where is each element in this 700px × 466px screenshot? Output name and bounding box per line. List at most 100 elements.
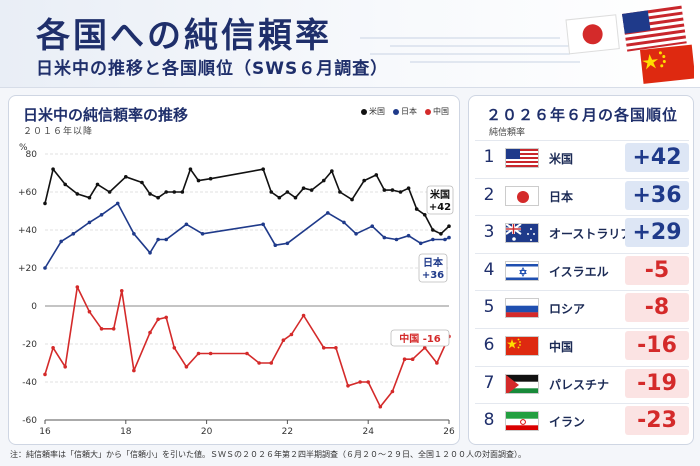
page-title: 各国への純信頼率 <box>36 16 332 56</box>
data-point-us <box>180 190 185 194</box>
data-point-japan <box>132 232 136 236</box>
data-point-china <box>366 380 371 384</box>
data-point-japan <box>115 201 120 206</box>
data-point-japan <box>431 237 435 242</box>
country-name: 中国 <box>549 340 574 354</box>
end-label-china: 中国 -16 <box>399 332 441 345</box>
end-label-us: +42 <box>429 202 451 213</box>
rank-number: 6 <box>483 335 495 355</box>
data-point-us <box>309 188 314 192</box>
data-point-japan <box>406 233 411 238</box>
data-point-us <box>43 201 47 206</box>
ranking-panel: ２０２６年６月の各国順位 純信頼率 1 米国 +42 2 日本 +36 3 オーストラリア +2… <box>468 95 694 445</box>
ranking-row: 3 オーストラリア +29 <box>475 215 689 248</box>
data-point-us <box>140 180 144 185</box>
y-tick-label: -60 <box>22 416 37 426</box>
data-point-japan <box>59 239 63 244</box>
data-point-china <box>87 309 92 314</box>
data-point-china <box>119 289 124 293</box>
series-line-japan <box>44 202 450 269</box>
data-point-us <box>208 176 213 181</box>
data-point-us <box>75 192 80 196</box>
data-point-china <box>245 351 249 356</box>
data-point-china <box>43 372 47 377</box>
end-label-japan: +36 <box>422 270 444 281</box>
data-point-us <box>156 195 160 200</box>
y-tick-label: 0 <box>31 302 37 312</box>
chart-panel: 日米中の純信頼率の推移 ２０１６年以降 米国 日本 中国 % 80 +60 +40 +2… <box>8 95 460 445</box>
data-point-us <box>269 190 274 194</box>
us-flag-icon <box>622 5 687 52</box>
end-label-china-box <box>390 329 450 347</box>
y-tick-label: 80 <box>26 150 38 160</box>
chart-subtitle: ２０１６年以降 <box>23 127 94 137</box>
data-point-us <box>414 207 419 211</box>
japan-flag-icon <box>565 14 620 55</box>
data-point-us <box>362 178 366 183</box>
x-tick-label: 20 <box>201 427 213 437</box>
x-tick-label: 22 <box>282 427 293 437</box>
data-point-japan <box>200 232 205 236</box>
data-point-us <box>338 190 342 194</box>
y-unit-label: % <box>19 143 28 153</box>
data-point-japan <box>43 266 47 270</box>
data-point-china <box>132 368 136 373</box>
chart-title: 日米中の純信頼率の推移 <box>23 106 189 124</box>
data-point-us <box>350 197 354 202</box>
x-tick-label: 16 <box>39 427 51 437</box>
decorative-lines <box>360 37 580 63</box>
data-point-us <box>124 175 128 179</box>
data-point-us <box>196 178 201 183</box>
legend-item-us: 米国 <box>361 106 385 117</box>
australia-flag-icon <box>505 223 539 244</box>
data-point-china <box>378 404 383 409</box>
data-point-japan <box>418 241 423 246</box>
y-tick-label: +40 <box>18 226 37 236</box>
data-point-us <box>172 190 177 194</box>
end-label-japan: 日本 <box>423 256 444 269</box>
net-trust-value: +42 <box>625 143 689 172</box>
rank-number: 3 <box>483 222 495 243</box>
data-point-japan <box>71 232 76 236</box>
net-trust-value: -8 <box>625 293 689 323</box>
data-point-china <box>51 346 55 350</box>
china-flag-icon <box>505 336 539 356</box>
data-point-china <box>402 357 407 362</box>
data-point-us <box>188 167 193 171</box>
data-point-us <box>51 167 55 171</box>
data-point-china <box>99 327 104 331</box>
data-point-us <box>398 190 403 194</box>
data-point-japan <box>87 220 92 225</box>
page-subtitle: 日米中の推移と各国順位（SWS６月調査） <box>36 59 389 79</box>
x-tick-label: 26 <box>443 427 455 437</box>
rank-number: 5 <box>483 297 495 318</box>
y-tick-label: -40 <box>22 378 37 388</box>
data-point-china <box>281 338 286 342</box>
data-point-china <box>410 357 415 362</box>
data-point-china <box>75 285 80 289</box>
footnote: 注：純信頼率は「信頼大」から「信頼小」を引いた値。ＳＷＳの２０２６年第２四半期調… <box>10 450 526 459</box>
country-name: 日本 <box>549 189 574 204</box>
net-trust-value: -19 <box>625 368 689 398</box>
data-point-us <box>261 167 265 171</box>
ranking-row: 8 イラン -23 <box>475 403 689 436</box>
data-point-us <box>164 190 168 194</box>
data-point-china <box>111 327 116 331</box>
data-point-us <box>148 192 152 196</box>
legend-item-china: 中国 <box>425 106 449 117</box>
ranking-row: 7 パレスチナ -19 <box>475 365 689 399</box>
rank-number: 1 <box>483 147 495 167</box>
data-point-china <box>390 389 395 394</box>
data-point-china <box>435 361 439 365</box>
israel-flag-icon <box>505 260 539 281</box>
iran-flag-icon <box>505 411 539 432</box>
data-point-us <box>277 195 282 200</box>
data-point-china <box>63 365 67 369</box>
data-point-us <box>439 232 443 236</box>
y-tick-label: +20 <box>18 264 37 274</box>
data-point-japan <box>447 235 451 240</box>
data-point-china <box>257 361 261 365</box>
data-point-us <box>321 178 326 183</box>
series-line-us <box>44 168 450 235</box>
data-point-japan <box>261 222 265 227</box>
